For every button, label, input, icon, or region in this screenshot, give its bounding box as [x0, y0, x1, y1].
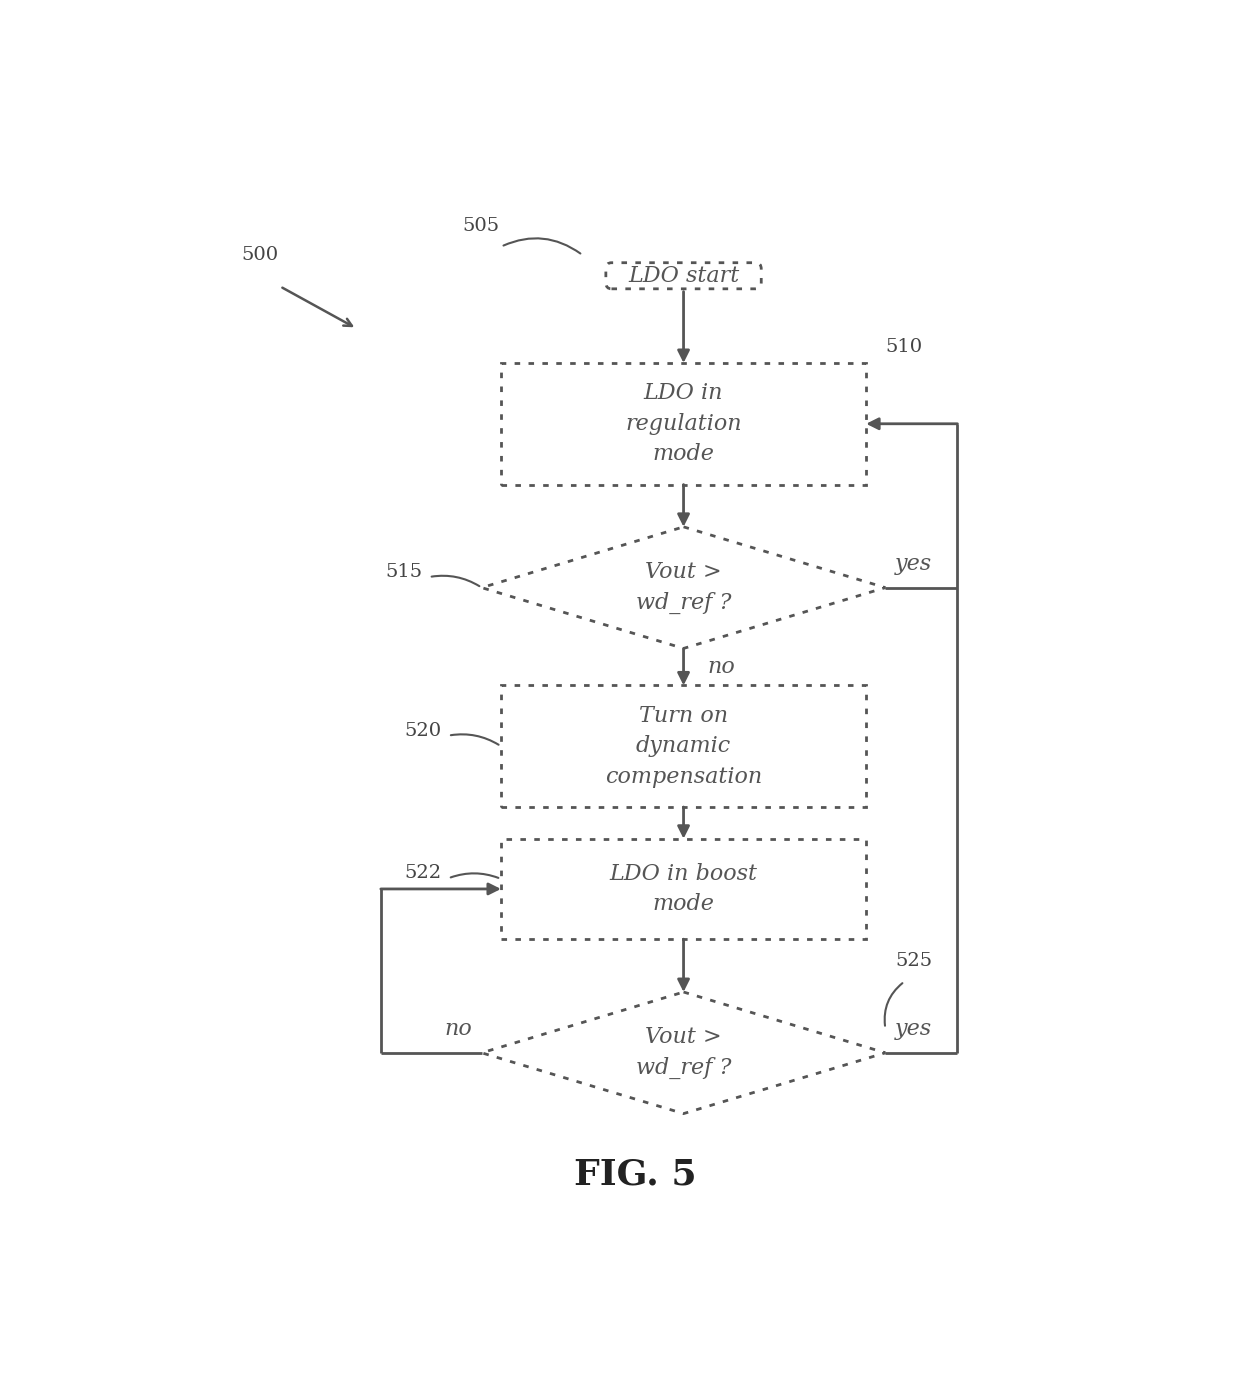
Text: 510: 510	[885, 338, 923, 357]
Text: 505: 505	[463, 217, 500, 235]
Bar	[501, 362, 866, 485]
Text: LDO in
regulation
mode: LDO in regulation mode	[625, 382, 742, 465]
Text: LDO in boost
mode: LDO in boost mode	[610, 862, 758, 916]
Bar	[501, 839, 866, 939]
Text: yes: yes	[895, 1019, 932, 1041]
Text: Turn on
dynamic
compensation: Turn on dynamic compensation	[605, 704, 763, 788]
Text: LDO start: LDO start	[627, 265, 739, 287]
Text: Vout >
wd_ref ?: Vout > wd_ref ?	[636, 562, 732, 614]
Text: no: no	[444, 1019, 472, 1041]
Text: Vout >
wd_ref ?: Vout > wd_ref ?	[636, 1027, 732, 1079]
Text: 522: 522	[404, 865, 441, 883]
FancyBboxPatch shape	[606, 262, 761, 288]
Polygon shape	[482, 993, 885, 1114]
Text: 520: 520	[404, 722, 441, 740]
Text: yes: yes	[895, 553, 932, 575]
Text: 515: 515	[386, 563, 423, 581]
Bar	[501, 685, 866, 807]
Text: FIG. 5: FIG. 5	[574, 1157, 697, 1192]
Text: 500: 500	[242, 246, 279, 264]
Text: 525: 525	[895, 951, 932, 969]
Polygon shape	[482, 527, 885, 648]
Text: no: no	[708, 656, 735, 678]
